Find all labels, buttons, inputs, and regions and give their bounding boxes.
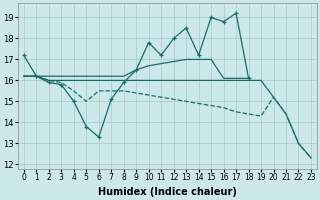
- X-axis label: Humidex (Indice chaleur): Humidex (Indice chaleur): [98, 187, 237, 197]
